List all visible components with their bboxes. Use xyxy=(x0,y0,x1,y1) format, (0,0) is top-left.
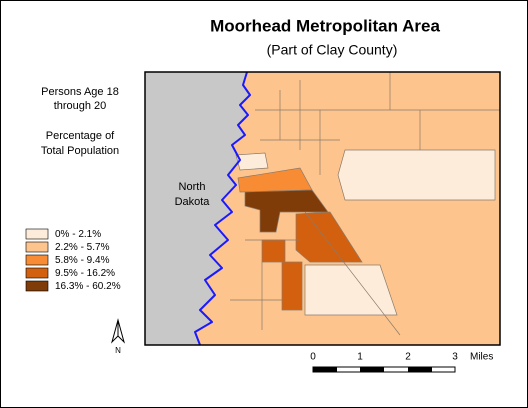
north-arrow: N xyxy=(111,318,125,355)
legend-label: 16.3% - 60.2% xyxy=(55,281,121,292)
tract xyxy=(304,264,398,316)
tract xyxy=(244,189,329,233)
tract xyxy=(281,261,303,311)
region-label: Dakota xyxy=(175,196,211,208)
scale-label: 3 xyxy=(452,352,458,363)
map-frame xyxy=(144,71,501,346)
tract-boundaries xyxy=(230,72,500,336)
title: Moorhead Metropolitan Area xyxy=(210,16,440,35)
tract xyxy=(261,239,286,263)
legend-heading: Persons Age 18 xyxy=(41,86,119,98)
subtitle: (Part of Clay County) xyxy=(267,42,398,58)
legend-label: 9.5% - 16.2% xyxy=(55,268,115,279)
legend-heading: through 20 xyxy=(54,100,107,112)
legend-swatch xyxy=(25,267,49,279)
map: North Dakota xyxy=(144,71,501,346)
legend-label: 0% - 2.1% xyxy=(55,229,101,240)
north-label: N xyxy=(115,346,121,355)
tract xyxy=(337,149,496,201)
scale-bar: 0 1 2 3 Miles xyxy=(310,352,493,373)
legend-swatch xyxy=(25,241,49,253)
legend: 0% - 2.1% 2.2% - 5.7% 5.8% - 9.4% 9.5% - 16… xyxy=(25,228,121,292)
tract xyxy=(235,152,269,171)
scale-label: 2 xyxy=(405,352,411,363)
region-label: North xyxy=(179,181,206,193)
legend-subheading: Percentage of xyxy=(46,130,115,142)
legend-swatch xyxy=(25,254,49,266)
legend-label: 5.8% - 9.4% xyxy=(55,255,110,266)
tract xyxy=(295,211,363,263)
legend-subheading: Total Population xyxy=(41,145,119,157)
legend-label: 2.2% - 5.7% xyxy=(55,242,110,253)
scale-unit: Miles xyxy=(470,352,493,363)
scale-label: 1 xyxy=(357,352,363,363)
river xyxy=(194,71,251,346)
legend-swatch xyxy=(25,280,49,292)
legend-swatch xyxy=(25,228,49,240)
scale-label: 0 xyxy=(310,352,316,363)
